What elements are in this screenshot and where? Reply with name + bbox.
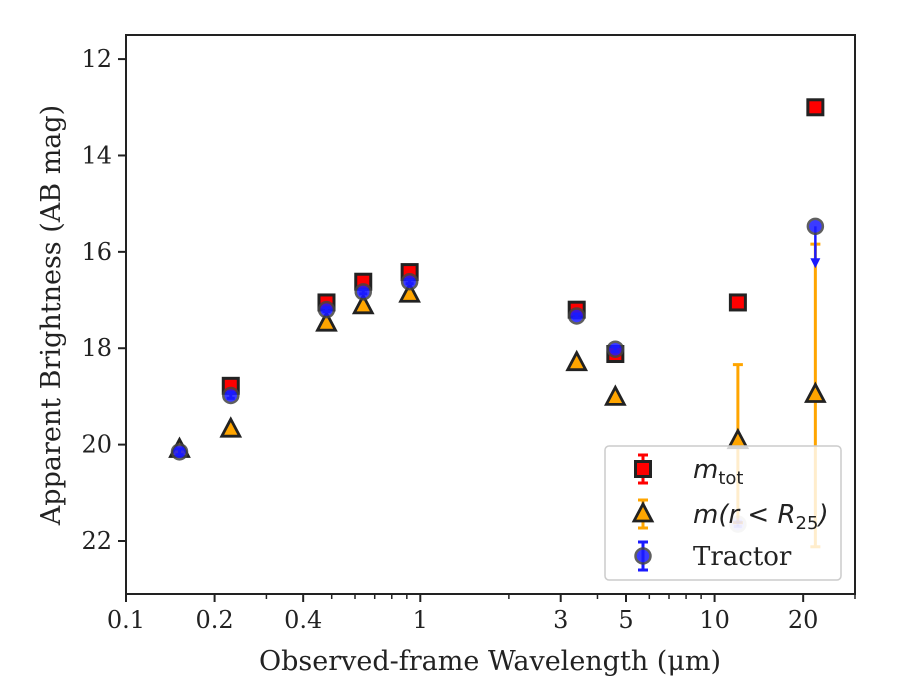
legend-marker-mr25 — [631, 501, 655, 523]
data-point-mr25 — [604, 384, 627, 406]
x-tick-label: 0.2 — [196, 606, 234, 634]
data-point-tractor — [806, 217, 825, 236]
data-point-tractor — [354, 283, 373, 301]
data-point-tractor — [222, 386, 240, 405]
x-tick-label: 20 — [788, 606, 819, 634]
plot-frame — [125, 34, 856, 595]
y-tick-label: 14 — [81, 141, 112, 169]
x-tick-label: 0.1 — [107, 606, 145, 634]
x-axis-ticks: 0.1 0.2 0.4 1 3 5 10 20 — [107, 594, 856, 634]
y-tick-label: 20 — [81, 431, 112, 459]
x-tick-label: 3 — [553, 606, 568, 634]
legend-marker-mtot — [634, 460, 652, 478]
x-tick-label: 1 — [413, 606, 428, 634]
data-point-mr25 — [315, 310, 338, 332]
data-point-mtot — [728, 293, 747, 312]
legend: mtot m(r < R25) Tractor — [604, 445, 842, 581]
legend-label-tractor: Tractor — [693, 542, 792, 572]
x-axis-label: Observed-frame Wavelength (μm) — [259, 646, 721, 677]
data-point-tractor — [567, 307, 586, 325]
legend-marker-tractor — [634, 547, 652, 565]
upper-limit-arrowhead — [810, 258, 821, 269]
data-point-tractor — [317, 300, 336, 319]
x-tick-label: 5 — [618, 606, 633, 634]
data-point-mr25 — [398, 281, 421, 303]
y-tick-label: 12 — [81, 45, 112, 73]
y-tick-label: 22 — [81, 527, 112, 555]
y-axis-ticks: 12 14 16 18 20 22 — [81, 45, 126, 555]
data-point-tractor — [606, 340, 625, 358]
y-tick-label: 16 — [81, 238, 112, 266]
data-point-mr25 — [804, 381, 827, 403]
data-point-mr25 — [565, 349, 589, 372]
data-point-mr25 — [219, 416, 243, 438]
legend-label-mtot: mtot — [693, 455, 743, 489]
legend-box — [604, 445, 842, 581]
x-tick-label: 0.4 — [284, 606, 322, 634]
legend-label-mr25: m(r < R25) — [693, 500, 829, 534]
data-point-tractor — [170, 443, 189, 461]
data-point-tractor — [400, 272, 419, 291]
y-axis-label: Apparent Brightness (AB mag) — [36, 105, 67, 526]
data-point-mtot — [806, 98, 825, 117]
data-point-mr25 — [351, 292, 375, 315]
x-tick-label: 10 — [699, 606, 730, 634]
y-tick-label: 18 — [81, 334, 112, 362]
